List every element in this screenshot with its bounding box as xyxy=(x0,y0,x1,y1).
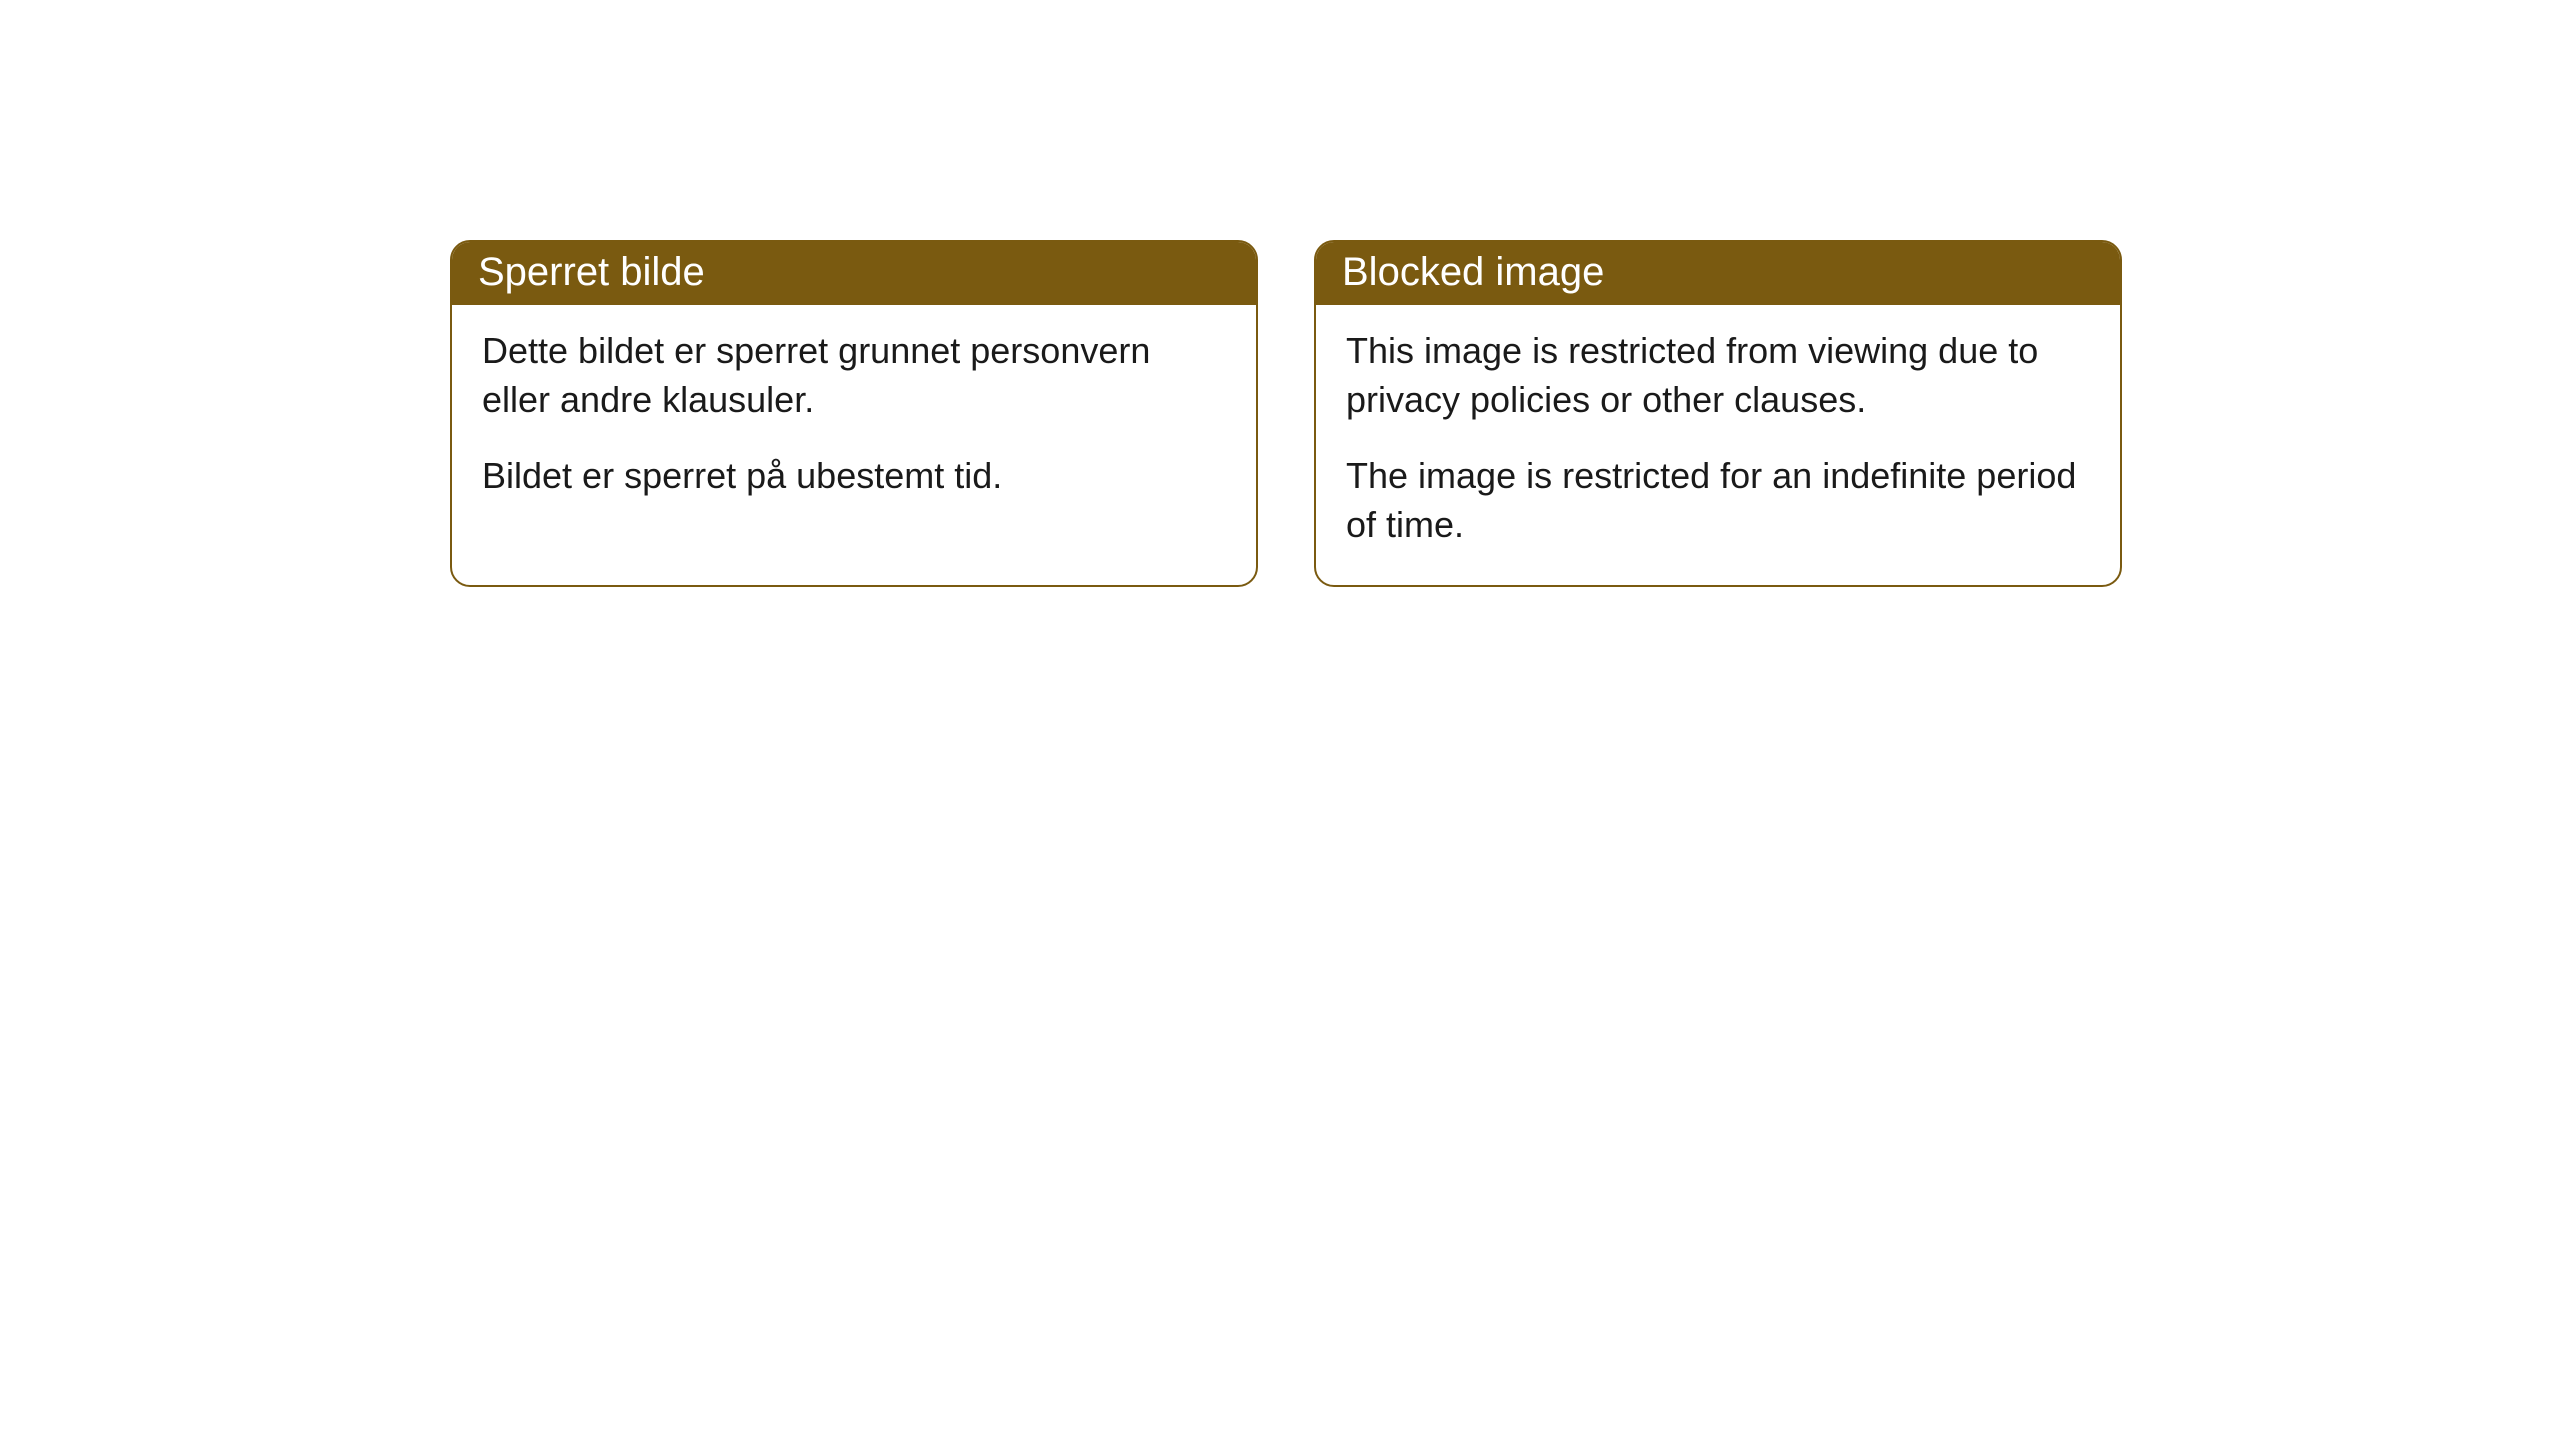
card-norwegian-body: Dette bildet er sperret grunnet personve… xyxy=(452,305,1256,537)
card-english-paragraph-1: This image is restricted from viewing du… xyxy=(1346,327,2090,424)
card-norwegian-paragraph-1: Dette bildet er sperret grunnet personve… xyxy=(482,327,1226,424)
card-english-body: This image is restricted from viewing du… xyxy=(1316,305,2120,585)
card-norwegian-title: Sperret bilde xyxy=(478,250,705,294)
card-norwegian-header: Sperret bilde xyxy=(452,242,1256,305)
card-english: Blocked image This image is restricted f… xyxy=(1314,240,2122,587)
card-english-paragraph-2: The image is restricted for an indefinit… xyxy=(1346,452,2090,549)
card-norwegian: Sperret bilde Dette bildet er sperret gr… xyxy=(450,240,1258,587)
card-english-title: Blocked image xyxy=(1342,250,1604,294)
cards-container: Sperret bilde Dette bildet er sperret gr… xyxy=(450,240,2122,587)
card-norwegian-paragraph-2: Bildet er sperret på ubestemt tid. xyxy=(482,452,1226,501)
card-english-header: Blocked image xyxy=(1316,242,2120,305)
